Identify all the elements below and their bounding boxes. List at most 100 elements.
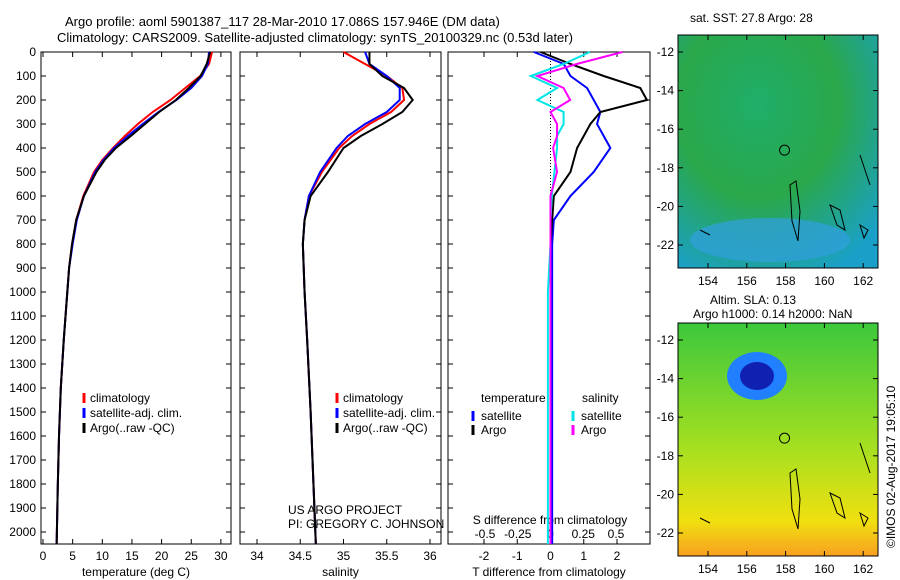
legend-title: salinity — [582, 391, 619, 405]
ytick-label: 800 — [16, 237, 36, 251]
xtick-label: -2 — [479, 549, 490, 563]
legend-title: temperature — [481, 391, 546, 405]
series-t-satellite — [533, 51, 612, 544]
timestamp: ©IMOS 02-Aug-2017 19:05:10 — [884, 385, 898, 548]
map-xtick-label: 154 — [698, 274, 718, 288]
argo-position-marker — [779, 144, 791, 156]
series-climatology — [301, 51, 406, 545]
ytick-label: 500 — [16, 165, 36, 179]
map-ytick-label: -18 — [657, 161, 675, 175]
ytick-label: 1000 — [9, 285, 36, 299]
ytick-label: 1200 — [9, 333, 36, 347]
x2tick-label: 0.5 — [608, 527, 625, 541]
xtick-label: 34 — [250, 549, 264, 563]
map-ytick-label: -22 — [657, 526, 675, 540]
project-line2: PI: GREGORY C. JOHNSON — [288, 517, 445, 531]
map-ytick-label: -12 — [657, 45, 675, 59]
map-ytick-label: -18 — [657, 449, 675, 463]
legend-label: Argo(..raw -QC) — [343, 421, 428, 435]
map-ytick-label: -12 — [657, 333, 675, 347]
ytick-label: 0 — [29, 45, 36, 59]
ytick-label: 1900 — [9, 501, 36, 515]
sst-map-title: sat. SST: 27.8 Argo: 28 — [690, 11, 813, 25]
coastline — [699, 154, 871, 242]
ytick-label: 200 — [16, 93, 36, 107]
panel-frame-3 — [447, 51, 651, 545]
ytick-label: 2000 — [9, 525, 36, 539]
sla-map-title1: Altim. SLA: 0.13 — [710, 293, 797, 307]
xtick-label: 25 — [185, 549, 199, 563]
legend-label: Argo — [581, 423, 607, 437]
xtick-label: 5 — [69, 549, 76, 563]
legend-label: Argo — [481, 423, 507, 437]
ytick-label: 1700 — [9, 453, 36, 467]
map-xtick-label: 162 — [853, 562, 873, 576]
sla-map — [677, 322, 879, 557]
xtick-label: 0 — [547, 549, 554, 563]
ytick-label: 100 — [16, 69, 36, 83]
xtick-label: 20 — [155, 549, 169, 563]
xtick-label: -1 — [512, 549, 523, 563]
series-s-satellite — [528, 51, 591, 544]
series-argo — [55, 51, 212, 545]
legend-label: satellite-adj. clim. — [343, 406, 435, 420]
xtick-label: 2 — [614, 549, 621, 563]
map-ytick-label: -16 — [657, 410, 675, 424]
legend-label: satellite-adj. clim. — [90, 406, 182, 420]
ytick-label: 1100 — [10, 309, 36, 323]
xtick-label: 1 — [580, 549, 587, 563]
legend-label: satellite — [481, 409, 522, 423]
map-ytick-label: -14 — [657, 372, 675, 386]
sla-map-title2: Argo h1000: 0.14 h2000: NaN — [693, 307, 853, 321]
ytick-label: 600 — [16, 189, 36, 203]
sst-cool-area — [690, 218, 850, 262]
legend-label: climatology — [343, 391, 403, 405]
ytick-label: 900 — [16, 261, 36, 275]
xtick-label: 15 — [125, 549, 139, 563]
project-line1: US ARGO PROJECT — [288, 503, 403, 517]
x2tick-label: 0.25 — [572, 527, 596, 541]
ytick-label: 1600 — [9, 429, 36, 443]
title-line2: Climatology: CARS2009. Satellite-adjuste… — [57, 30, 573, 45]
map-xtick-label: 158 — [776, 562, 796, 576]
coastline — [699, 442, 871, 530]
legend-label: Argo(..raw -QC) — [90, 421, 175, 435]
map-xtick-label: 160 — [814, 562, 834, 576]
series-satellite-adj — [55, 51, 211, 545]
xtick-label: 0 — [40, 549, 47, 563]
map-xtick-label: 162 — [853, 274, 873, 288]
xtick-label: 10 — [96, 549, 110, 563]
map-xtick-label: 156 — [737, 274, 757, 288]
title-line1: Argo profile: aoml 5901387_117 28-Mar-20… — [65, 14, 500, 29]
map-ytick-label: -16 — [657, 122, 675, 136]
xaxis-label: salinity — [322, 565, 359, 579]
argo-position-marker — [779, 432, 791, 444]
ytick-label: 1400 — [9, 381, 36, 395]
panel-frame-2 — [239, 51, 442, 545]
map-xtick-label: 158 — [776, 274, 796, 288]
panel-frame-1 — [40, 51, 232, 545]
series-s-argo — [534, 51, 623, 544]
map-xtick-label: 156 — [737, 562, 757, 576]
ytick-label: 400 — [16, 141, 36, 155]
x2tick-label: -0.25 — [504, 527, 532, 541]
xtick-label: 30 — [214, 549, 228, 563]
xtick-label: 34.5 — [289, 549, 313, 563]
series-argo — [301, 52, 414, 545]
series-climatology — [55, 51, 213, 545]
ytick-label: 1800 — [9, 477, 36, 491]
series-satellite-adj — [301, 51, 401, 545]
sla-low-core — [740, 362, 774, 390]
xtick-label: 36 — [423, 549, 437, 563]
legend-label: climatology — [90, 391, 150, 405]
xtick-label: 35 — [337, 549, 351, 563]
map-ytick-label: -22 — [657, 238, 675, 252]
map-xtick-label: 160 — [814, 274, 834, 288]
map-ytick-label: -20 — [657, 199, 675, 213]
map-ytick-label: -20 — [657, 487, 675, 501]
xtick-label: 35.5 — [375, 549, 399, 563]
ytick-label: 1500 — [9, 405, 36, 419]
xaxis-label: temperature (deg C) — [82, 565, 190, 579]
